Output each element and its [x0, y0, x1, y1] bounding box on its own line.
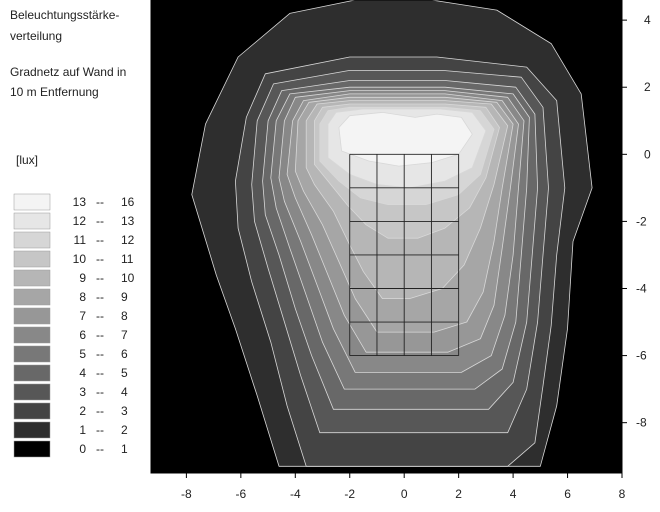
legend-swatch: [13, 421, 51, 439]
legend-swatch: [13, 345, 51, 363]
chart-title-line-2: verteilung: [10, 29, 62, 43]
legend-separator: --: [96, 385, 104, 399]
legend-separator: --: [96, 233, 104, 247]
legend-separator: --: [96, 366, 104, 380]
legend-from-label: 6: [79, 328, 86, 342]
legend-from-label: 4: [79, 366, 86, 380]
y-tick-label: -2: [636, 214, 647, 228]
legend-to-label: 7: [121, 328, 128, 342]
x-tick-label: 4: [510, 487, 517, 501]
x-tick-label: -4: [290, 487, 301, 501]
legend-separator: --: [96, 214, 104, 228]
legend-swatch: [13, 364, 51, 382]
legend-to-label: 3: [121, 404, 128, 418]
legend-swatch: [13, 288, 51, 306]
legend-swatch: [13, 307, 51, 325]
legend-separator: --: [96, 309, 104, 323]
legend-separator: --: [96, 271, 104, 285]
legend-from-label: 7: [79, 309, 86, 323]
y-tick-label: -8: [636, 416, 647, 430]
y-tick-label: 2: [644, 80, 651, 94]
legend-to-label: 6: [121, 347, 128, 361]
legend-to-label: 12: [121, 233, 135, 247]
legend-from-label: 3: [79, 385, 86, 399]
x-tick-label: 0: [401, 487, 408, 501]
x-tick-label: 6: [564, 487, 571, 501]
legend-from-label: 0: [79, 442, 86, 456]
legend-to-label: 2: [121, 423, 128, 437]
legend-separator: --: [96, 423, 104, 437]
contour-band-13: [338, 112, 473, 167]
legend-from-label: 2: [79, 404, 86, 418]
x-tick-label: -8: [181, 487, 192, 501]
legend-separator: --: [96, 404, 104, 418]
legend-to-label: 4: [121, 385, 128, 399]
legend-swatch: [13, 212, 51, 230]
unit-label: [lux]: [16, 153, 38, 167]
legend-from-label: 9: [79, 271, 86, 285]
legend-swatch: [13, 383, 51, 401]
legend-swatch: [13, 231, 51, 249]
legend-to-label: 16: [121, 195, 135, 209]
y-tick-label: 4: [644, 13, 651, 27]
legend-swatch: [13, 250, 51, 268]
plot-frame: [150, 0, 623, 474]
legend-separator: --: [96, 328, 104, 342]
legend-from-label: 1: [79, 423, 86, 437]
legend-to-label: 5: [121, 366, 128, 380]
legend-from-label: 8: [79, 290, 86, 304]
chart-title-line-1: Beleuchtungsstärke-: [10, 8, 119, 22]
legend-separator: --: [96, 442, 104, 456]
y-tick-label: -4: [636, 281, 647, 295]
axes: -8 -6 -4 -2 0 2 4 6 8 4 2 0 -2 -4 -6 -8: [150, 0, 651, 501]
legend-from-label: 5: [79, 347, 86, 361]
legend-from-label: 10: [73, 252, 87, 266]
grid-layer: [349, 153, 460, 357]
legend-swatch: [13, 269, 51, 287]
legend-swatch: [13, 193, 51, 211]
legend-swatch: [13, 440, 51, 458]
legend-to-label: 10: [121, 271, 135, 285]
x-tick-label: -6: [236, 487, 247, 501]
legend-separator: --: [96, 347, 104, 361]
legend-to-label: 13: [121, 214, 135, 228]
chart-subtitle-line-2: 10 m Entfernung: [10, 85, 99, 99]
y-tick-label: -6: [636, 349, 647, 363]
chart-subtitle-line-1: Gradnetz auf Wand in: [10, 65, 126, 79]
x-tick-label: -2: [344, 487, 355, 501]
legend-from-label: 13: [73, 195, 87, 209]
legend-from-label: 12: [73, 214, 87, 228]
x-tick-label: 8: [619, 487, 626, 501]
legend-from-label: 11: [74, 233, 87, 247]
legend-separator: --: [96, 252, 104, 266]
legend-to-label: 8: [121, 309, 128, 323]
x-tick-label: 2: [455, 487, 462, 501]
legend-separator: --: [96, 195, 104, 209]
legend-swatch: [13, 326, 51, 344]
legend-to-label: 9: [121, 290, 128, 304]
legend-separator: --: [96, 290, 104, 304]
legend-to-label: 11: [121, 252, 134, 266]
legend-to-label: 1: [121, 442, 128, 456]
legend-swatch: [13, 402, 51, 420]
y-tick-label: 0: [644, 147, 651, 161]
